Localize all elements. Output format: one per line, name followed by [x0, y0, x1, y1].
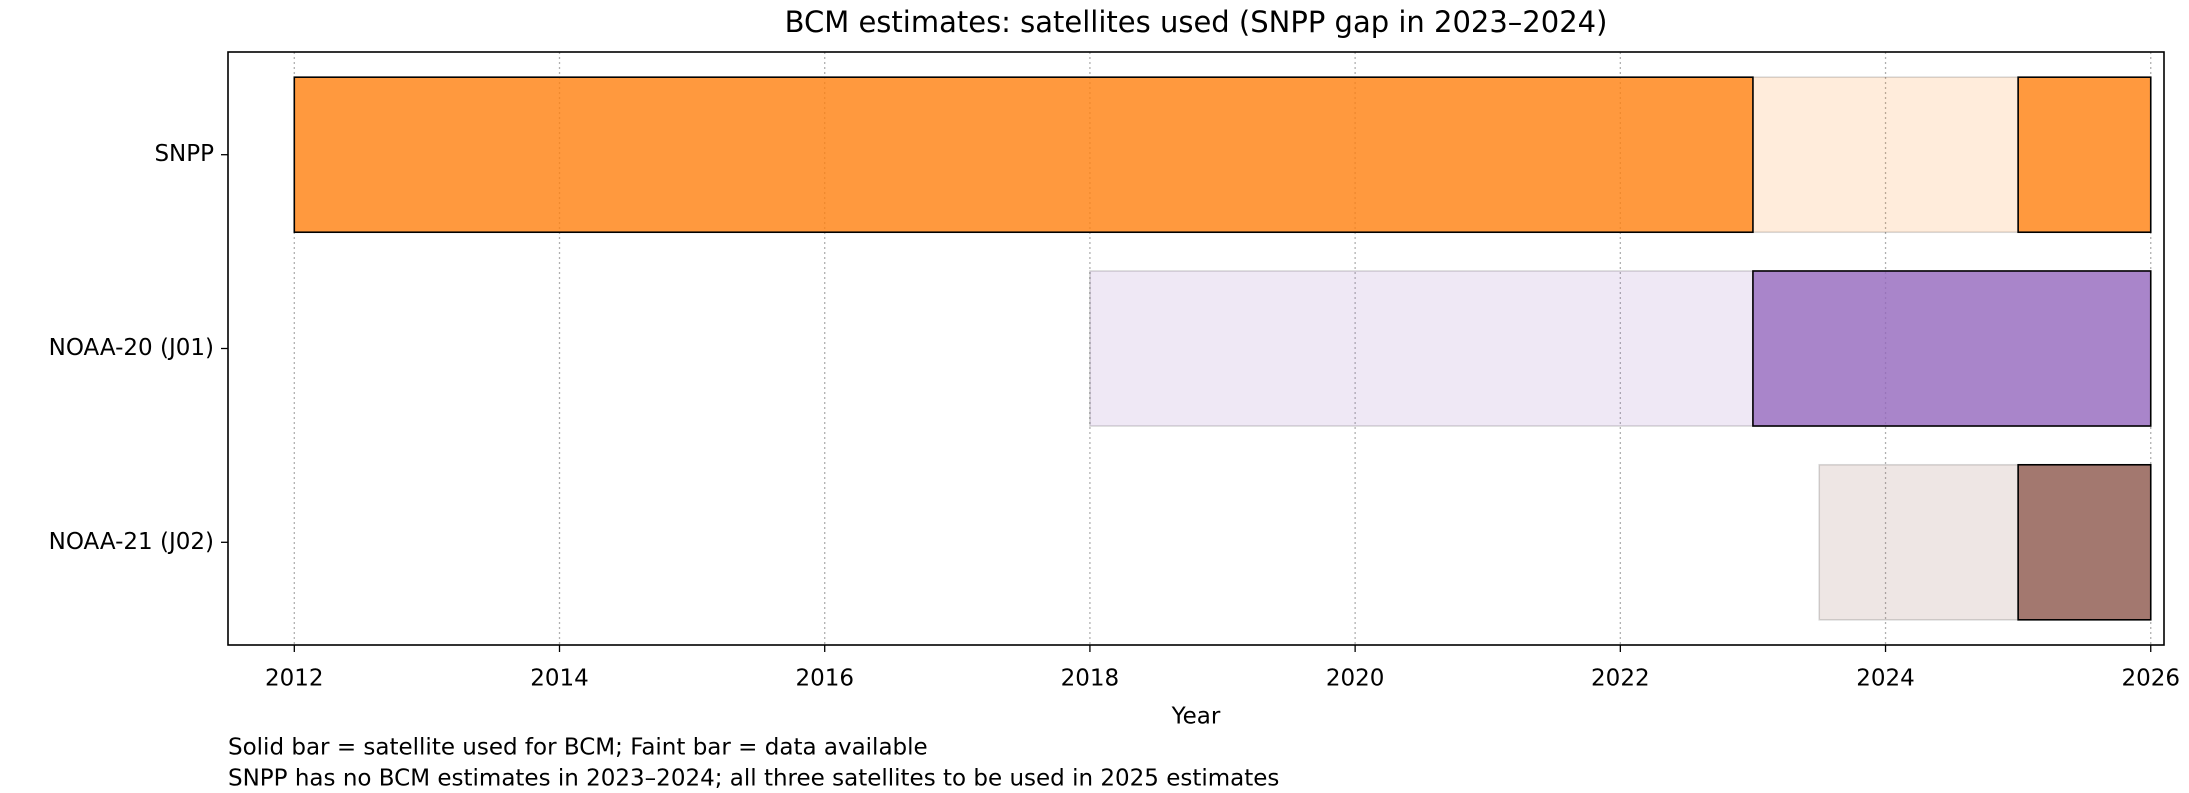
x-tick-label: 2012 [265, 666, 324, 692]
y-tick-label: NOAA-20 (J01) [49, 335, 214, 361]
y-tick-label: SNPP [154, 141, 214, 167]
note: SNPP has no BCM estimates in 2023–2024; … [228, 766, 1279, 792]
x-tick-label: 2026 [2121, 666, 2180, 692]
note: Solid bar = satellite used for BCM; Fain… [228, 735, 928, 761]
used-bar [293, 76, 1754, 234]
x-tick-label: 2024 [1856, 666, 1915, 692]
available-bar [1752, 76, 2019, 234]
available-bar [1089, 270, 1754, 427]
x-tick-label: 2022 [1591, 666, 1650, 692]
used-bar [2017, 463, 2152, 621]
used-bar [2017, 76, 2152, 234]
available-bar [1818, 463, 2019, 621]
used-bar [1752, 270, 2152, 427]
x-tick-label: 2020 [1326, 666, 1385, 692]
plot-frame [227, 51, 2165, 646]
x-tick-label: 2014 [530, 666, 589, 692]
chart-title: BCM estimates: satellites used (SNPP gap… [785, 5, 1608, 39]
y-tick-label: NOAA-21 (J02) [49, 529, 214, 555]
x-tick-label: 2016 [795, 666, 854, 692]
x-tick-label: 2018 [1061, 666, 1120, 692]
x-axis-label: Year [1171, 704, 1221, 730]
